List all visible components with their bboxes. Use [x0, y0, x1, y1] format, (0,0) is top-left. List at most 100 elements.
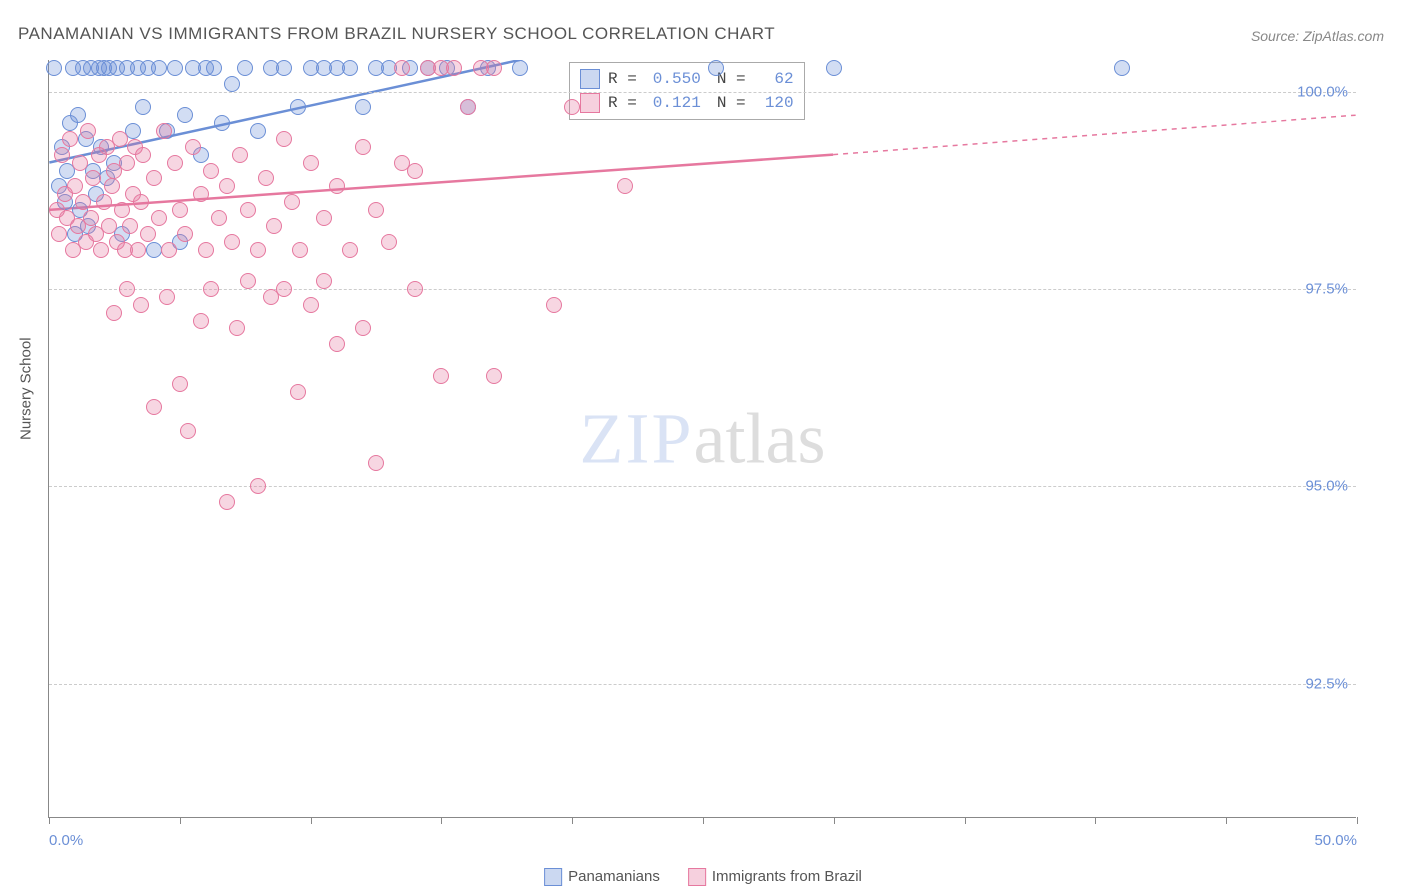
scatter-point: [135, 99, 151, 115]
scatter-point: [80, 123, 96, 139]
scatter-point: [167, 155, 183, 171]
scatter-point: [1114, 60, 1130, 76]
legend-swatch: [580, 93, 600, 113]
legend-item: Panamanians: [544, 868, 660, 886]
scatter-point: [394, 155, 410, 171]
scatter-point: [211, 210, 227, 226]
scatter-point: [407, 281, 423, 297]
y-axis-label: Nursery School: [18, 337, 35, 440]
chart-title: PANAMANIAN VS IMMIGRANTS FROM BRAZIL NUR…: [18, 24, 775, 44]
scatter-point: [133, 297, 149, 313]
scatter-point: [206, 60, 222, 76]
scatter-point: [172, 376, 188, 392]
scatter-point: [564, 99, 580, 115]
scatter-point: [146, 399, 162, 415]
scatter-point: [342, 60, 358, 76]
n-value: 120: [754, 94, 794, 112]
scatter-point: [486, 368, 502, 384]
scatter-point: [258, 170, 274, 186]
scatter-point: [140, 226, 156, 242]
scatter-point: [112, 131, 128, 147]
scatter-point: [62, 131, 78, 147]
scatter-point: [232, 147, 248, 163]
trend-line-extrapolated: [833, 115, 1356, 154]
scatter-point: [303, 155, 319, 171]
scatter-point: [172, 202, 188, 218]
scatter-point: [70, 107, 86, 123]
scatter-point: [708, 60, 724, 76]
r-value: 0.121: [645, 94, 701, 112]
scatter-point: [303, 297, 319, 313]
legend-swatch: [544, 868, 562, 886]
scatter-point: [368, 202, 384, 218]
scatter-point: [250, 242, 266, 258]
x-tick: [311, 817, 312, 824]
scatter-point: [93, 242, 109, 258]
scatter-point: [276, 60, 292, 76]
y-tick-label: 97.5%: [1305, 280, 1348, 297]
x-tick: [834, 817, 835, 824]
scatter-point: [180, 423, 196, 439]
source-attribution: Source: ZipAtlas.com: [1251, 28, 1384, 44]
scatter-point: [104, 178, 120, 194]
scatter-point: [284, 194, 300, 210]
scatter-point: [167, 60, 183, 76]
scatter-point: [355, 320, 371, 336]
scatter-point: [46, 60, 62, 76]
legend-stat-row: R =0.121N =120: [580, 91, 794, 115]
scatter-point: [240, 202, 256, 218]
scatter-point: [203, 163, 219, 179]
r-label: R =: [608, 94, 637, 112]
scatter-point: [355, 99, 371, 115]
scatter-point: [203, 281, 219, 297]
scatter-point: [75, 194, 91, 210]
scatter-point: [381, 234, 397, 250]
gridline-h: [49, 486, 1356, 487]
scatter-point: [146, 242, 162, 258]
legend-item: Immigrants from Brazil: [688, 868, 862, 886]
scatter-point: [342, 242, 358, 258]
scatter-point: [83, 210, 99, 226]
scatter-point: [119, 155, 135, 171]
x-tick: [1357, 817, 1358, 824]
scatter-point: [290, 384, 306, 400]
scatter-point: [101, 218, 117, 234]
r-value: 0.550: [645, 70, 701, 88]
scatter-point: [486, 60, 502, 76]
scatter-point: [329, 178, 345, 194]
x-tick: [441, 817, 442, 824]
scatter-point: [122, 218, 138, 234]
scatter-point: [394, 60, 410, 76]
scatter-point: [119, 281, 135, 297]
scatter-point: [72, 155, 88, 171]
scatter-point: [106, 305, 122, 321]
scatter-point: [240, 273, 256, 289]
scatter-point: [185, 139, 201, 155]
x-tick-label: 50.0%: [1314, 832, 1357, 849]
y-tick-label: 92.5%: [1305, 675, 1348, 692]
scatter-point: [276, 281, 292, 297]
scatter-point: [290, 99, 306, 115]
series-legend: Panamanians Immigrants from Brazil: [544, 868, 862, 886]
scatter-point: [276, 131, 292, 147]
x-tick-label: 0.0%: [49, 832, 83, 849]
scatter-point: [826, 60, 842, 76]
scatter-point: [130, 242, 146, 258]
legend-label: Panamanians: [568, 868, 660, 885]
gridline-h: [49, 289, 1356, 290]
scatter-point: [316, 273, 332, 289]
scatter-point: [237, 60, 253, 76]
x-tick: [1095, 817, 1096, 824]
scatter-point: [151, 60, 167, 76]
x-tick: [572, 817, 573, 824]
scatter-point: [85, 170, 101, 186]
watermark-zip: ZIP: [580, 398, 694, 478]
scatter-point: [433, 368, 449, 384]
x-tick: [49, 817, 50, 824]
x-tick: [1226, 817, 1227, 824]
scatter-point: [193, 313, 209, 329]
scatter-point: [51, 226, 67, 242]
scatter-point: [368, 455, 384, 471]
scatter-point: [177, 107, 193, 123]
scatter-point: [156, 123, 172, 139]
